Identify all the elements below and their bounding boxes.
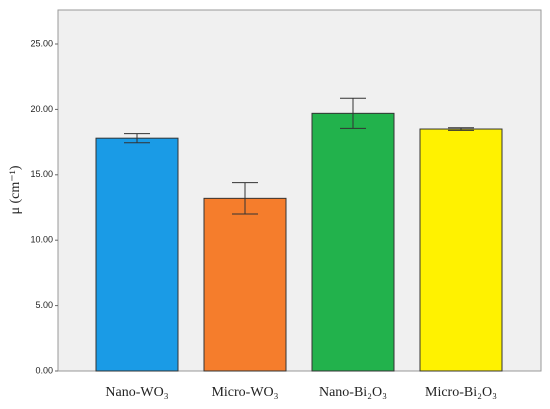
y-tick-label: 20.00 (30, 104, 53, 114)
y-tick-label: 0.00 (35, 365, 53, 375)
bar (311, 112, 395, 372)
bar (419, 128, 503, 372)
y-tick-label: 10.00 (30, 235, 53, 245)
x-tick-label: Nano-Bi₂O₃ (319, 385, 387, 400)
x-tick-label: Micro-WO₃ (211, 385, 278, 400)
y-tick-label: 15.00 (30, 169, 53, 179)
bar (203, 197, 287, 372)
bar (95, 137, 179, 372)
y-tick-label: 5.00 (35, 300, 53, 310)
y-tick-label: 25.00 (30, 38, 53, 48)
x-tick-label: Nano-WO₃ (105, 385, 168, 400)
x-tick-label: Micro-Bi₂O₃ (425, 385, 497, 400)
y-axis-label: μ (cm⁻¹) (8, 165, 23, 214)
